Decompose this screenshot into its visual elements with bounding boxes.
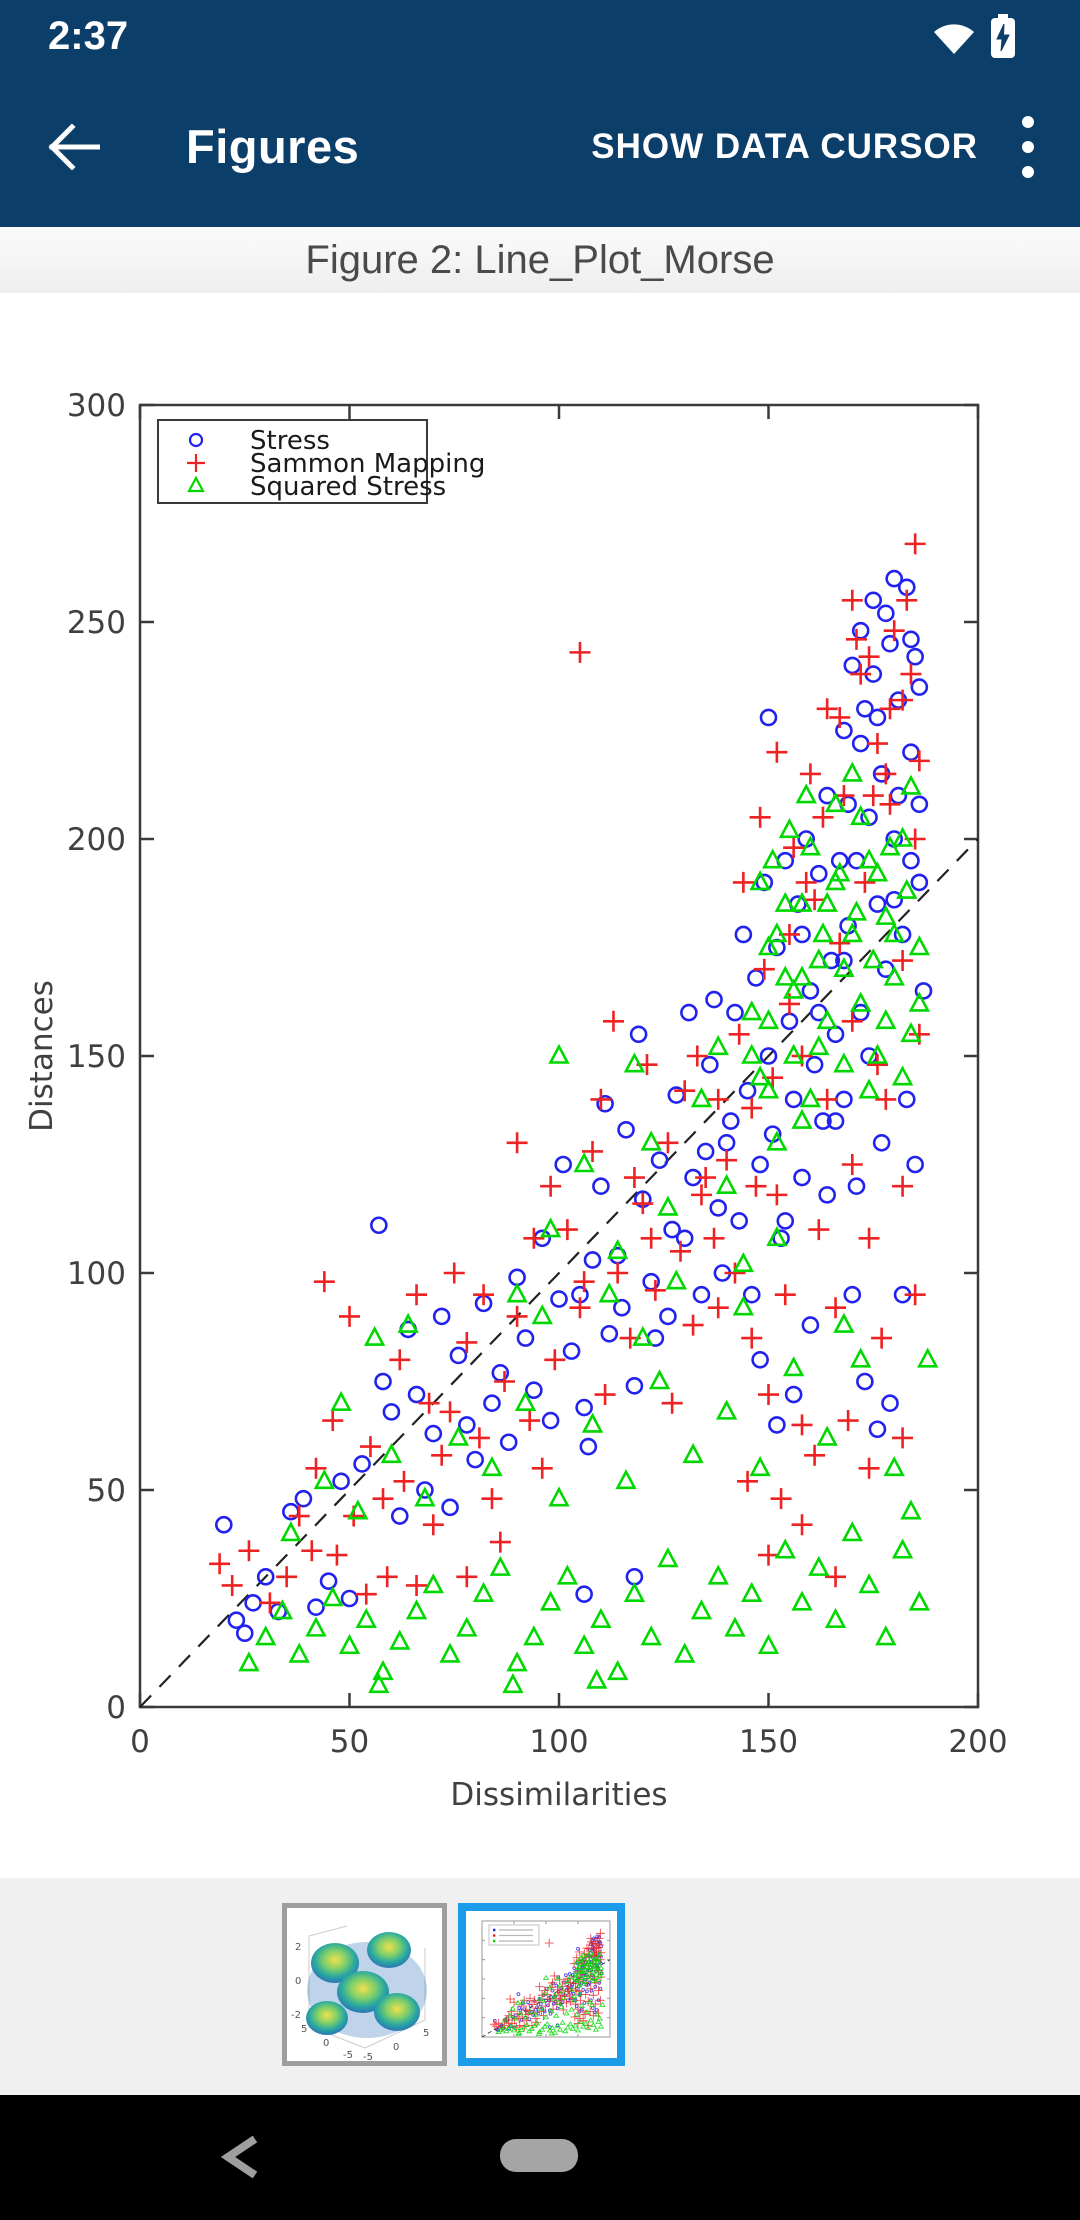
svg-text:0: 0 <box>393 2042 399 2053</box>
svg-text:-5: -5 <box>343 2050 353 2061</box>
status-bar: 2:37 <box>0 0 1080 66</box>
svg-text:300: 300 <box>67 388 126 424</box>
android-nav-bar <box>0 2095 1080 2220</box>
nav-home-pill[interactable] <box>500 2139 578 2172</box>
svg-text:0: 0 <box>106 1690 126 1726</box>
svg-text:150: 150 <box>739 1724 798 1760</box>
three-dot-menu-icon <box>1021 114 1035 180</box>
page-title: Figures <box>186 120 360 173</box>
svg-text:Squared Stress: Squared Stress <box>250 472 446 502</box>
svg-text:Stress: Stress <box>250 426 330 456</box>
overflow-menu-button[interactable] <box>988 92 1068 202</box>
app-bar: Figures SHOW DATA CURSOR <box>0 66 1080 227</box>
svg-text:0: 0 <box>295 1976 301 1987</box>
show-data-cursor-button[interactable]: SHOW DATA CURSOR <box>591 126 978 166</box>
back-button[interactable] <box>18 92 128 202</box>
thumbnail-scatter-plot-selected[interactable] <box>458 1903 625 2066</box>
svg-text:Sammon Mapping: Sammon Mapping <box>250 449 485 479</box>
svg-text:5: 5 <box>423 2028 429 2039</box>
scatter-plot-svg[interactable]: 0 50 100 150 200 0 50 100 150 200 250 300 StressSamm… <box>0 293 1080 1878</box>
svg-text:50: 50 <box>87 1473 126 1509</box>
svg-text:-2: -2 <box>291 2010 301 2021</box>
battery-charging-icon <box>990 14 1016 58</box>
figure-thumbnail-strip: 2 0 -2 5 0 -5 -5 0 5 <box>0 1878 1080 2095</box>
wifi-icon <box>932 16 976 56</box>
status-time: 2:37 <box>48 13 129 58</box>
svg-text:200: 200 <box>67 822 126 858</box>
svg-text:0: 0 <box>130 1724 150 1760</box>
thumbnail-surface-plot[interactable]: 2 0 -2 5 0 -5 -5 0 5 <box>282 1903 447 2066</box>
svg-text:0: 0 <box>323 2038 329 2049</box>
figure-canvas[interactable]: 0 50 100 150 200 0 50 100 150 200 250 300 Stress Samm… <box>0 293 1080 1878</box>
svg-text:100: 100 <box>529 1724 588 1760</box>
svg-text:100: 100 <box>67 1256 126 1292</box>
figure-title: Figure 2: Line_Plot_Morse <box>305 237 775 282</box>
svg-text:2: 2 <box>295 1942 301 1953</box>
svg-text:Distances: Distances <box>24 980 60 1132</box>
svg-text:Dissimilarities: Dissimilarities <box>450 1777 667 1813</box>
figure-title-bar: Figure 2: Line_Plot_Morse <box>0 227 1080 293</box>
nav-back-button[interactable] <box>220 2135 258 2179</box>
svg-text:50: 50 <box>330 1724 369 1760</box>
svg-text:5: 5 <box>301 2024 307 2035</box>
surface-plot-icon: 2 0 -2 5 0 -5 -5 0 5 <box>287 1908 442 2061</box>
svg-text:250: 250 <box>67 605 126 641</box>
svg-text:200: 200 <box>948 1724 1007 1760</box>
scatter-plot-mini-icon <box>481 1920 611 2038</box>
svg-text:150: 150 <box>67 1039 126 1075</box>
back-arrow-icon <box>46 123 100 170</box>
svg-text:-5: -5 <box>363 2052 373 2061</box>
